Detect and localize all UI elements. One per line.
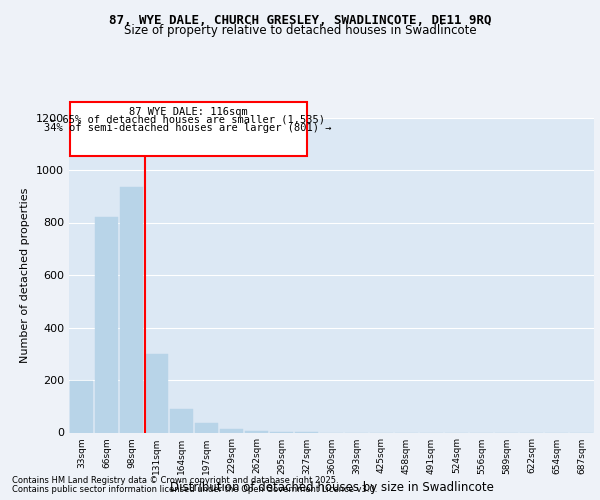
Bar xyxy=(195,424,218,432)
Bar xyxy=(120,187,143,432)
Bar xyxy=(95,217,118,432)
Bar xyxy=(220,428,243,432)
Text: Contains public sector information licensed under the Open Government Licence v3: Contains public sector information licen… xyxy=(12,485,377,494)
X-axis label: Distribution of detached houses by size in Swadlincote: Distribution of detached houses by size … xyxy=(170,480,493,494)
Text: ← 65% of detached houses are smaller (1,535): ← 65% of detached houses are smaller (1,… xyxy=(50,115,325,125)
Text: Contains HM Land Registry data © Crown copyright and database right 2025.: Contains HM Land Registry data © Crown c… xyxy=(12,476,338,485)
FancyBboxPatch shape xyxy=(70,102,307,156)
Text: 87 WYE DALE: 116sqm: 87 WYE DALE: 116sqm xyxy=(128,107,247,117)
Bar xyxy=(170,409,193,432)
Bar xyxy=(245,431,268,432)
Y-axis label: Number of detached properties: Number of detached properties xyxy=(20,188,31,362)
Bar xyxy=(70,382,93,432)
Text: 34% of semi-detached houses are larger (801) →: 34% of semi-detached houses are larger (… xyxy=(44,122,332,132)
Bar xyxy=(145,354,168,432)
Text: Size of property relative to detached houses in Swadlincote: Size of property relative to detached ho… xyxy=(124,24,476,37)
Text: 87, WYE DALE, CHURCH GRESLEY, SWADLINCOTE, DE11 9RQ: 87, WYE DALE, CHURCH GRESLEY, SWADLINCOT… xyxy=(109,14,491,27)
